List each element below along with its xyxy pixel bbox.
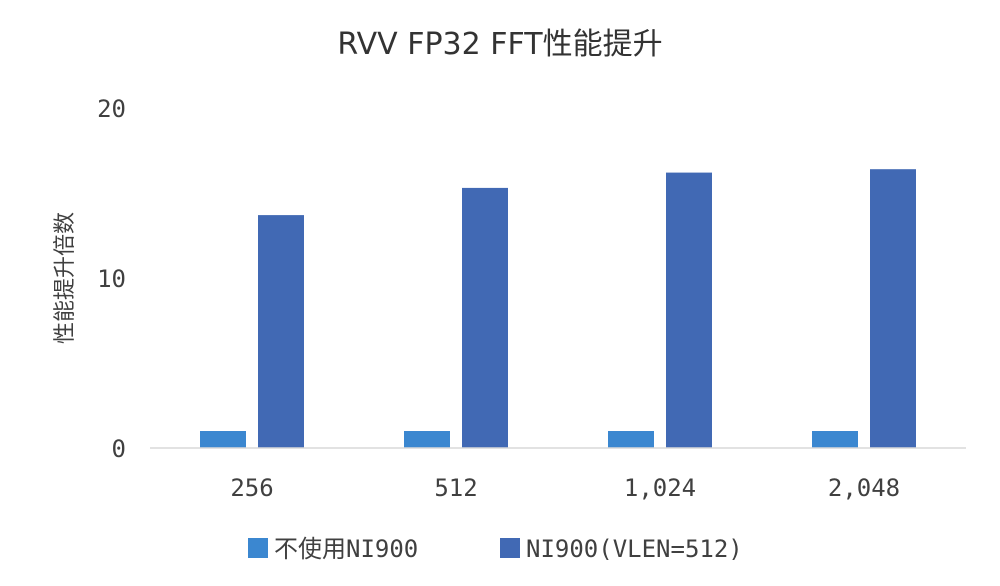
legend: 不使用NI900 NI900(VLEN=512) [248, 535, 743, 563]
bar-ni900-3 [666, 172, 712, 448]
legend-item-2: NI900(VLEN=512) [500, 535, 743, 563]
legend-label: 不使用NI900 [274, 535, 418, 563]
y-tick-label: 20 [97, 95, 126, 123]
x-tick-label: 2,048 [828, 474, 900, 502]
bar-baseline-3 [608, 431, 654, 448]
legend-item-1: 不使用NI900 [248, 535, 418, 563]
x-tick-label: 512 [434, 474, 477, 502]
bar-baseline-4 [812, 431, 858, 448]
x-tick-label: 1,024 [624, 474, 696, 502]
bar-baseline-2 [404, 431, 450, 448]
y-tick-label: 10 [97, 265, 126, 293]
y-tick-label: 0 [112, 435, 126, 463]
y-axis-ticks: 0 10 20 [97, 95, 126, 463]
bar-ni900-2 [462, 187, 508, 448]
legend-swatch [248, 538, 268, 558]
legend-label: NI900(VLEN=512) [526, 535, 743, 563]
bar-ni900-1 [258, 215, 304, 448]
bar-baseline-1 [200, 431, 246, 448]
bars [200, 169, 916, 448]
bar-ni900-4 [870, 169, 916, 448]
x-tick-label: 256 [230, 474, 273, 502]
x-axis-ticks: 256 512 1,024 2,048 [230, 474, 900, 502]
y-axis-label: 性能提升倍数 [53, 212, 78, 344]
legend-swatch [500, 538, 520, 558]
chart-title: RVV FP32 FFT性能提升 [337, 27, 662, 62]
